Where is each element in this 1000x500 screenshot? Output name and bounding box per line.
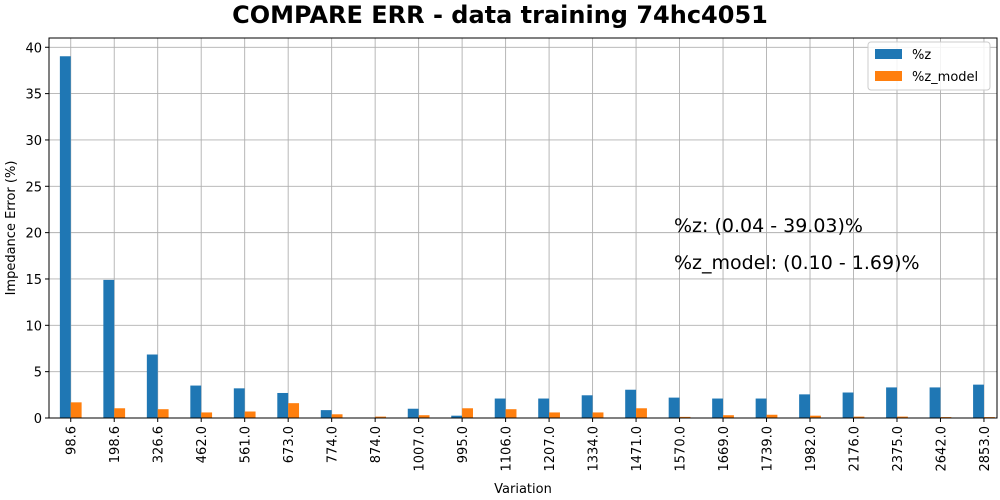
bar-z-model: [70, 402, 82, 418]
x-tick-label: 2176.0: [847, 426, 862, 472]
bar-z: [973, 384, 984, 418]
bar-z: [886, 387, 897, 418]
bar-z: [929, 387, 941, 418]
x-tick-label: 673.0: [282, 426, 297, 463]
bar-z-model: [549, 412, 560, 418]
y-tick-label: 25: [25, 180, 42, 195]
y-tick-label: 40: [25, 41, 42, 56]
legend: %z %z_model: [867, 41, 991, 91]
bar-z: [625, 389, 637, 418]
x-tick-label: 1334.0: [587, 426, 602, 472]
bar-z-model: [462, 408, 473, 418]
bar-z: [668, 397, 680, 418]
bar-z: [451, 415, 463, 418]
y-tick-label: 30: [25, 134, 42, 149]
x-axis-ticks: 98.6 198.6 326.6 462.0 561.0 673.0 774.0 874.0 1…: [65, 418, 993, 472]
bar-z: [799, 394, 811, 418]
bar-z-model: [810, 415, 821, 418]
bar-z: [146, 354, 158, 418]
bar-z: [59, 56, 71, 418]
bar-z: [538, 398, 550, 418]
bar-z-model: [853, 416, 865, 418]
bar-z-model: [331, 414, 343, 418]
bar-z-model: [766, 414, 778, 418]
bar-z-model: [157, 409, 169, 418]
bar-z-model: [896, 416, 908, 418]
annotation-z-model: %z_model: (0.10 - 1.69)%: [674, 252, 920, 274]
bar-z-model: [244, 411, 256, 418]
bar-z-model: [636, 408, 647, 418]
bars: [59, 56, 995, 418]
y-tick-label: 35: [25, 88, 42, 103]
x-tick-label: 2642.0: [934, 426, 949, 472]
bar-z: [842, 392, 854, 418]
x-tick-label: 995.0: [456, 426, 471, 463]
x-tick-label: 561.0: [239, 426, 254, 463]
legend-swatch-z-model: [875, 71, 902, 81]
bar-z-model: [679, 416, 691, 418]
x-tick-label: 1739.0: [761, 426, 776, 472]
legend-label-z: %z: [912, 48, 931, 63]
bar-z-model: [418, 415, 430, 418]
bar-z-model: [288, 403, 300, 418]
y-axis-label: Impedance Error (%): [4, 161, 19, 296]
y-tick-label: 20: [25, 227, 42, 242]
bar-z: [190, 385, 202, 418]
annotation-z: %z: (0.04 - 39.03)%: [674, 215, 863, 237]
bar-z: [755, 398, 767, 418]
bar-z: [320, 410, 332, 418]
bar-z: [494, 398, 506, 418]
x-tick-label: 1669.0: [717, 426, 732, 472]
x-tick-label: 1007.0: [413, 426, 428, 472]
y-tick-label: 10: [25, 319, 42, 334]
x-tick-label: 2375.0: [891, 426, 906, 472]
x-axis-label: Variation: [494, 482, 552, 497]
x-tick-label: 774.0: [326, 426, 341, 463]
bar-z: [581, 395, 593, 418]
y-tick-label: 15: [25, 273, 42, 288]
bar-z-model: [592, 412, 604, 418]
plot-frame: [48, 37, 998, 419]
legend-label-z-model: %z_model: [912, 70, 978, 85]
bar-z: [407, 408, 419, 418]
legend-swatch-z: [875, 49, 902, 59]
x-tick-label: 1982.0: [804, 426, 819, 472]
bar-z-model: [505, 409, 517, 418]
x-tick-label: 98.6: [65, 426, 80, 455]
x-tick-label: 326.6: [152, 426, 167, 463]
bar-z: [103, 279, 115, 418]
bar-z: [712, 398, 724, 418]
bar-z-model: [201, 412, 213, 418]
x-tick-label: 2853.0: [978, 426, 993, 472]
x-tick-label: 874.0: [369, 426, 384, 463]
y-axis-ticks: 0 5 10 15 20 25 30 35 40: [25, 41, 49, 427]
x-tick-label: 1471.0: [630, 426, 645, 472]
bar-z: [233, 388, 245, 418]
x-tick-label: 1106.0: [500, 426, 515, 472]
x-tick-label: 1570.0: [674, 426, 689, 472]
grid: [49, 38, 997, 419]
y-tick-label: 0: [34, 412, 42, 427]
x-tick-label: 462.0: [195, 426, 210, 463]
bar-z-model: [114, 408, 126, 418]
bar-z-model: [375, 416, 387, 418]
x-tick-label: 198.6: [108, 426, 123, 463]
y-tick-label: 5: [34, 366, 42, 381]
bar-z-model: [723, 415, 734, 418]
chart-title: COMPARE ERR - data training 74hc4051: [232, 1, 768, 29]
x-tick-label: 1207.0: [543, 426, 558, 472]
bar-z: [277, 392, 289, 418]
